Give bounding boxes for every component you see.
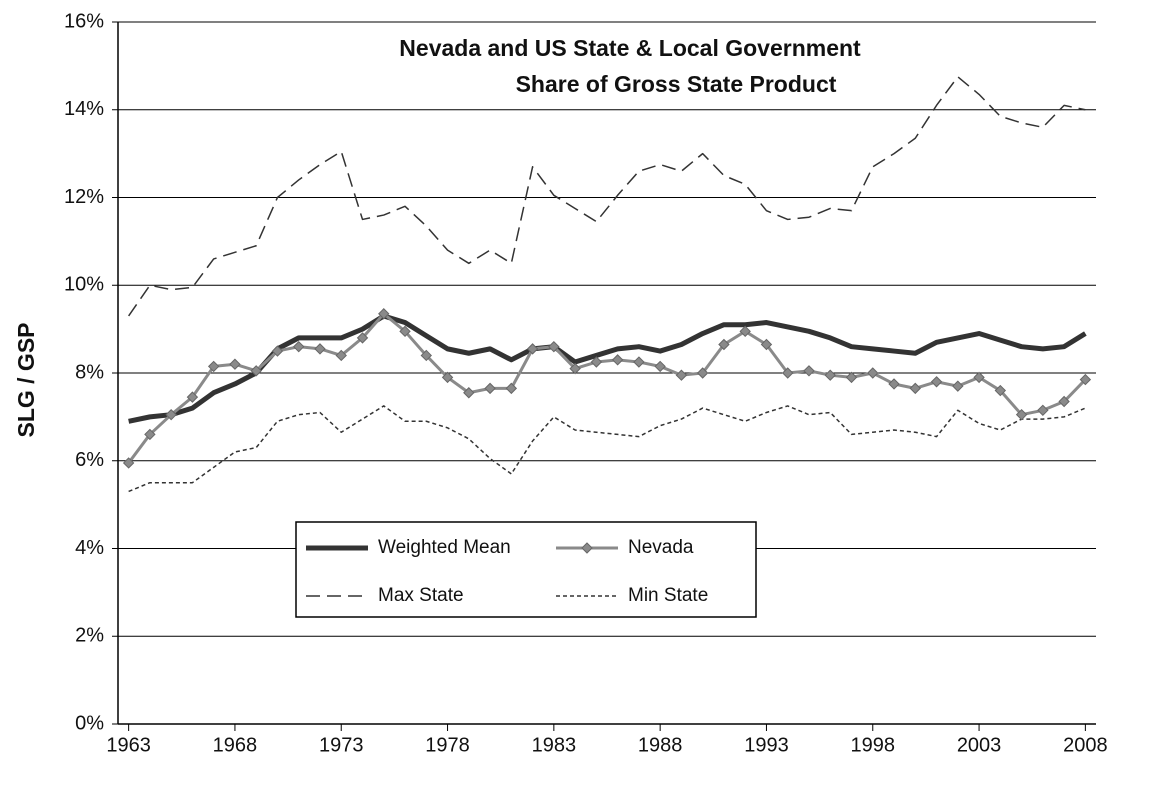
x-tick-label: 1998 [851, 734, 896, 756]
marker [930, 376, 943, 388]
x-tick-label: 1973 [319, 734, 364, 756]
marker [378, 308, 390, 320]
x-tick-label: 1978 [425, 734, 470, 756]
marker [782, 367, 794, 379]
marker [675, 369, 688, 381]
marker [186, 391, 199, 403]
marker [845, 371, 858, 384]
marker [399, 325, 411, 338]
marker [463, 387, 475, 399]
marker [250, 365, 262, 377]
marker [526, 343, 539, 355]
y-tick-label: 16% [64, 10, 104, 32]
marker [207, 360, 220, 373]
marker [420, 349, 432, 362]
y-tick-label: 8% [75, 361, 104, 383]
x-tick-label: 1963 [106, 734, 151, 756]
x-tick-label: 1983 [532, 734, 577, 756]
x-tick-label: 1988 [638, 734, 683, 756]
series-line [128, 76, 1086, 317]
marker [739, 325, 751, 338]
marker [229, 358, 241, 370]
marker [994, 384, 1007, 397]
series-line [127, 312, 1087, 464]
y-tick-label: 2% [75, 625, 104, 647]
marker [293, 340, 305, 353]
legend: Weighted Mean Nevada Max State Min State [295, 521, 757, 618]
y-tick-label: 6% [75, 449, 104, 471]
marker [611, 354, 624, 366]
marker [271, 345, 284, 357]
marker [505, 382, 518, 395]
marker [590, 356, 603, 368]
marker [867, 367, 879, 379]
marker [548, 340, 560, 353]
chart-title: Share of Gross State Product [516, 71, 837, 97]
y-tick-label: 10% [64, 274, 104, 296]
marker [335, 349, 347, 362]
marker [803, 365, 815, 377]
x-tick-label: 2003 [957, 734, 1002, 756]
marker [696, 367, 709, 379]
y-axis-label: SLG / GSP [13, 322, 39, 437]
y-tick-label: 12% [64, 186, 104, 208]
marker [569, 362, 581, 375]
legend-label: Weighted Mean [378, 537, 511, 558]
legend-box [295, 521, 757, 618]
y-tick-label: 4% [75, 537, 104, 559]
chart-title: Nevada and US State & Local Government [399, 35, 861, 61]
legend-label: Nevada [628, 537, 694, 558]
legend-label: Max State [378, 585, 464, 606]
x-tick-label: 1968 [213, 734, 258, 756]
y-tick-label: 0% [75, 712, 104, 734]
marker [484, 382, 496, 395]
marker [1058, 395, 1070, 408]
marker [441, 371, 454, 384]
marker [165, 408, 177, 421]
marker [1037, 404, 1049, 417]
series-line [128, 405, 1086, 493]
marker [1079, 373, 1092, 386]
marker [973, 371, 985, 384]
legend-marker [581, 542, 593, 554]
y-tick-label: 14% [64, 98, 104, 120]
marker [952, 380, 964, 392]
legend-label: Min State [628, 585, 708, 606]
marker [356, 332, 369, 344]
series-line [128, 313, 1087, 424]
marker [633, 356, 645, 368]
marker [718, 338, 730, 351]
marker [144, 428, 156, 441]
marker [760, 338, 773, 351]
marker [314, 343, 326, 355]
marker [824, 369, 836, 381]
marker [909, 382, 921, 395]
marker [1015, 408, 1028, 421]
x-tick-label: 1993 [744, 734, 789, 756]
marker [654, 360, 666, 373]
x-tick-label: 2008 [1063, 734, 1108, 756]
marker [122, 457, 135, 469]
marker [888, 378, 900, 390]
